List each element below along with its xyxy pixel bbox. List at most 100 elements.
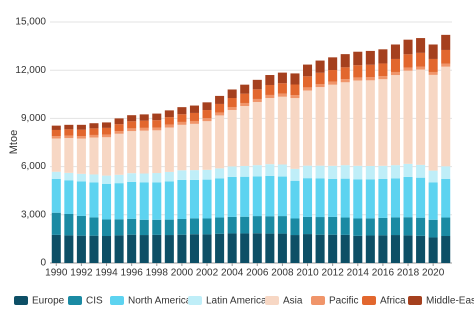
bar-segment [64,213,74,236]
bar-segment [277,72,287,84]
bar-segment [353,51,363,66]
bar-segment [177,107,187,115]
bar-segment [215,95,225,104]
bar-segment [64,124,74,130]
legend-label: Africa [380,296,406,307]
bar-segment [441,34,451,50]
bar-segment [328,81,338,85]
bar-segment [127,181,137,219]
bar-segment [51,136,61,139]
bar-segment [252,89,262,99]
bar-segment [378,49,388,64]
bar-segment [127,234,137,263]
bar-segment [340,79,350,83]
bar-segment [177,121,187,125]
bar-segment [102,175,112,184]
bar-segment [215,178,225,218]
bar-segment [390,235,400,263]
bar-segment [64,135,74,139]
bar-segment [441,217,451,237]
bar-segment [202,169,212,180]
bar-segment [139,219,149,236]
bar-segment [328,57,338,71]
bar-segment [428,71,438,75]
bar-segment [102,219,112,237]
bar-segment [378,178,388,218]
y-axis-label: Mtoe [8,130,20,154]
bar-segment [189,105,199,113]
bar-segment [152,182,162,220]
bar-segment [164,181,174,220]
bar-segment [290,84,300,96]
bar-segment [390,44,400,59]
bar-segment [102,137,112,176]
bar-segment [428,219,438,238]
bar-segment [89,123,99,129]
bar-segment [64,180,74,214]
bar-segment [177,234,187,263]
bar-segment [378,235,388,263]
bar-segment [416,235,426,263]
bar-segment [416,164,426,178]
bar-segment [114,183,124,220]
bar-segment [428,170,438,183]
bar-segment [51,171,61,179]
legend-label: North America [128,296,192,307]
bar-segment [189,120,199,124]
bar-segment [189,218,199,235]
bar-segment [127,128,137,132]
bar-segment [315,87,325,166]
legend-label: Latin America [206,296,267,307]
bar-segment [139,235,149,263]
bar-segment [139,182,149,220]
bar-segment [76,235,86,263]
bar-segment [441,178,451,218]
bar-segment [164,110,174,118]
legend-swatch [362,296,376,305]
bar-segment [390,58,400,72]
x-tick-label: 1994 [95,268,118,279]
bar-segment [315,165,325,179]
bar-segment [164,171,174,182]
bar-segment [89,134,99,138]
bar-segment [189,179,199,219]
bar-segment [277,96,287,165]
bar-segment [215,115,225,169]
bar-segment [240,165,250,177]
bar-segment [240,102,250,106]
legend-label: CIS [86,296,103,307]
bar-segment [89,182,99,218]
bar-segment [441,63,451,67]
bar-segment [202,179,212,219]
bar-segment [240,105,250,166]
bar-segment [240,93,250,103]
bar-segment [378,76,388,80]
bar-segment [365,50,375,65]
bar-segment [89,235,99,263]
bar-segment [428,74,438,171]
bar-segment [215,112,225,116]
bar-segment [353,235,363,263]
bar-segment [252,233,262,263]
bar-segment [64,129,74,136]
bar-segment [365,235,375,263]
bar-segment [227,109,237,167]
bar-segment [428,237,438,263]
bar-segment [403,54,413,68]
bar-segment [139,127,149,131]
bar-segment [215,217,225,234]
bar-segment [328,216,338,235]
bar-segment [390,217,400,236]
bar-segment [403,217,413,236]
bar-segment [252,165,262,177]
bar-segment [114,235,124,263]
bar-segment [227,106,237,110]
bar-segment [164,124,174,128]
bar-segment [215,103,225,113]
bar-segment [89,128,99,135]
bar-segment [177,124,187,171]
bar-segment [76,124,86,130]
bar-segment [277,233,287,263]
bar-segment [164,117,174,125]
bar-segment [365,218,375,236]
